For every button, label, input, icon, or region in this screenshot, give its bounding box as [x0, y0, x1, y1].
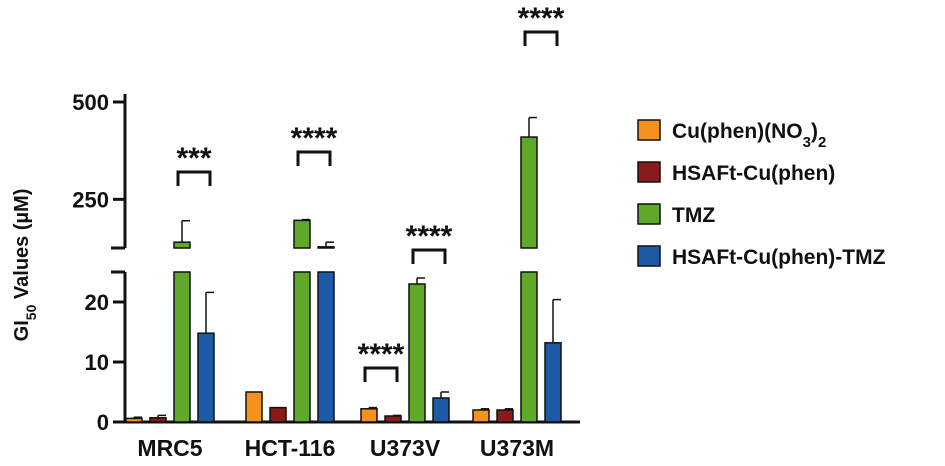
significance-bracket: [523, 30, 559, 46]
bar: [125, 417, 143, 423]
legend-swatch: [637, 245, 661, 267]
legend-swatch: [637, 119, 661, 141]
bar: [173, 241, 191, 249]
y-tick-label: 250: [72, 187, 109, 212]
bar: [293, 219, 311, 249]
bar: [520, 271, 538, 423]
bar: [197, 332, 215, 423]
bar: [149, 417, 167, 423]
bar: [269, 406, 287, 423]
significance-bracket: [296, 150, 332, 166]
bar: [496, 409, 514, 423]
legend-label-sub: 3: [803, 134, 811, 151]
legend-label-main: Cu(phen)(NO: [672, 120, 803, 143]
significance-bracket: [363, 366, 399, 382]
significance-label: ***: [176, 142, 211, 175]
bars: [125, 116, 562, 423]
legend-label-mid: ): [811, 120, 818, 143]
bar: [317, 246, 335, 249]
bar: [173, 271, 191, 423]
axes: 0 10 20 250 500: [72, 90, 580, 435]
bar: [408, 283, 426, 423]
significance-bracket: [411, 248, 447, 264]
category-label: U373V: [370, 435, 441, 461]
legend-label: HSAFt-Cu(phen): [672, 162, 835, 185]
legend-swatch: [637, 203, 661, 225]
significance-label: ****: [406, 220, 453, 253]
y-tick-label: 500: [72, 90, 109, 115]
bar: [384, 415, 402, 423]
legend-label: Cu(phen)(NO3)2: [672, 120, 826, 151]
legend-swatch: [637, 161, 661, 183]
category-labels: MRC5 HCT-116 U373V U373M: [137, 435, 554, 461]
legend: Cu(phen)(NO3)2 HSAFt-Cu(phen) TMZ HSAFt-Cu(…: [637, 119, 886, 269]
bar: [472, 409, 490, 423]
legend-label: TMZ: [672, 204, 715, 227]
y-tick-label: 20: [85, 290, 109, 315]
bar: [520, 136, 538, 249]
y-axis-label-main: GI: [11, 320, 33, 341]
y-axis-label: GI50 Values (µM): [11, 189, 39, 342]
significance-annotations: *******************: [176, 2, 565, 382]
legend-label: HSAFt-Cu(phen)-TMZ: [672, 246, 886, 269]
y-tick-label: 10: [85, 350, 109, 375]
legend-label-sub: 2: [818, 134, 826, 151]
category-label: HCT-116: [245, 435, 336, 461]
significance-label: ****: [291, 122, 338, 155]
significance-label: ****: [518, 2, 565, 35]
bar: [245, 391, 263, 423]
bar: [360, 408, 378, 423]
bar: [317, 271, 335, 423]
significance-label: ****: [358, 338, 405, 371]
y-axis-label-rest: Values (µM): [11, 189, 33, 305]
category-label: MRC5: [137, 435, 202, 461]
bar: [293, 271, 311, 423]
bar: [432, 397, 450, 423]
significance-bracket: [176, 170, 212, 186]
y-tick-label: 0: [97, 410, 109, 435]
y-axis-label-sub: 50: [23, 304, 39, 320]
category-label: U373M: [480, 435, 554, 461]
bar: [544, 342, 562, 423]
